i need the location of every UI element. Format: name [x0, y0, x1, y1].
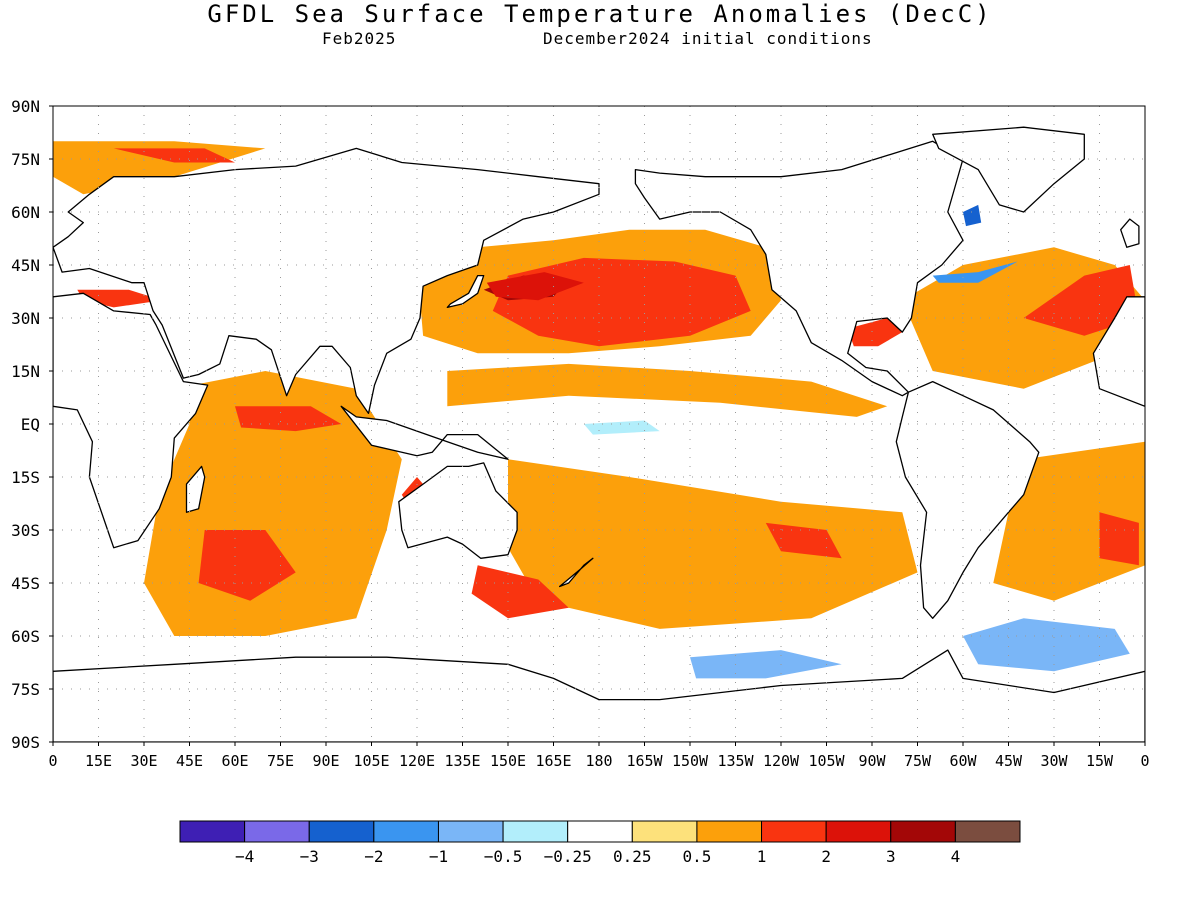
lat-label: 30N: [11, 309, 40, 328]
anomaly-region-14: [471, 565, 569, 619]
forecast-month: Feb2025: [322, 29, 397, 48]
lon-label: 165W: [626, 752, 663, 770]
colorbar-swatch: [761, 820, 827, 843]
land-japan: [446, 274, 485, 309]
lat-label: 75N: [11, 150, 40, 169]
colorbar-tick-label: −0.5: [484, 847, 523, 866]
lon-label: 135E: [444, 752, 480, 770]
lat-label: 60S: [11, 627, 40, 646]
anomaly-region-7: [508, 459, 918, 629]
land-new-zealand: [558, 557, 594, 588]
grid-layer: [53, 106, 1145, 742]
lat-label: 90N: [11, 97, 40, 116]
lat-label: 30S: [11, 521, 40, 540]
land-australia: [398, 462, 518, 559]
map-title: GFDL Sea Surface Temperature Anomalies (…: [207, 0, 993, 28]
anomaly-region-19: [963, 204, 982, 227]
lat-label: 15S: [11, 468, 40, 487]
anomaly-region-9: [690, 650, 842, 679]
colorbar-tick-label: −2: [364, 847, 383, 866]
land-africa-west: [1092, 296, 1145, 407]
colorbar-tick-label: −0.25: [544, 847, 592, 866]
anomaly-region-12: [235, 406, 342, 432]
colorbar-swatch: [502, 820, 569, 843]
lon-label: 15W: [1086, 752, 1114, 770]
lat-label: 90S: [11, 733, 40, 752]
colorbar-swatch: [696, 820, 763, 843]
lon-label: 30E: [130, 752, 157, 770]
anomaly-region-20: [993, 441, 1145, 601]
colorbar-tick-label: 3: [886, 847, 896, 866]
colorbar-swatch: [308, 820, 375, 843]
lon-label: 135W: [717, 752, 754, 770]
colorbar-swatch: [567, 820, 633, 843]
lon-label: 150W: [672, 752, 709, 770]
land-africa: [53, 292, 209, 549]
colorbar-tick-label: −1: [429, 847, 448, 866]
anomaly-layer: [53, 141, 1145, 679]
land-uk: [1120, 218, 1140, 248]
lat-label: 60N: [11, 203, 40, 222]
lon-label: 180: [585, 752, 612, 770]
anomaly-region-3: [486, 272, 584, 301]
colorbar-swatch: [954, 820, 1021, 843]
colorbar-tick-label: −3: [300, 847, 319, 866]
colorbar-tick-label: 4: [951, 847, 961, 866]
colorbar-swatch: [825, 820, 892, 843]
latitude-axis: 90N 75N 60N 45N 30N 15N EQ 15S 30S 45S 60S 75S 90S: [11, 97, 53, 752]
lon-label: 0: [1140, 752, 1149, 770]
anomaly-region-18: [932, 261, 1018, 283]
lon-label: 0: [48, 752, 57, 770]
lon-label: 120E: [399, 752, 435, 770]
anomaly-region-11: [198, 530, 296, 601]
lon-label: 165E: [535, 752, 571, 770]
lon-label: 90E: [312, 752, 339, 770]
anomaly-region-22: [963, 618, 1130, 672]
lon-label: 75W: [904, 752, 932, 770]
longitude-axis: 0 15E 30E 45E 60E 75E 90E 105E 120E 135E 150E 165E 1…: [48, 742, 1150, 770]
colorbar: −4 −3 −2 −1 −0.5 −0.25 0.25 0.5 1 2 3 4: [179, 820, 1021, 866]
lon-label: 60E: [221, 752, 248, 770]
lon-label: 30W: [1040, 752, 1068, 770]
lat-label: 75S: [11, 680, 40, 699]
anomaly-region-17: [847, 318, 903, 347]
colorbar-swatch: [244, 820, 310, 843]
lon-label: 15E: [85, 752, 112, 770]
lon-label: 45E: [176, 752, 203, 770]
colorbar-tick-label: 1: [757, 847, 767, 866]
lat-label: 45S: [11, 574, 40, 593]
anomaly-region-21: [1099, 512, 1139, 566]
lon-label: 75E: [267, 752, 294, 770]
lon-label: 60W: [949, 752, 977, 770]
lon-label: 45W: [995, 752, 1023, 770]
lon-label: 105E: [353, 752, 389, 770]
initial-conditions: December2024 initial conditions: [543, 29, 873, 48]
lon-label: 105W: [808, 752, 845, 770]
lat-label: EQ: [21, 415, 40, 434]
colorbar-tick-label: 2: [821, 847, 831, 866]
lat-label: 45N: [11, 256, 40, 275]
lat-label: 15N: [11, 362, 40, 381]
colorbar-swatch: [437, 820, 504, 843]
colorbar-swatch: [373, 820, 439, 843]
land-madagascar: [185, 465, 206, 513]
anomaly-region-8: [765, 522, 842, 559]
colorbar-swatch: [179, 820, 246, 843]
colorbar-swatch: [890, 820, 956, 843]
colorbar-tick-label: 0.5: [682, 847, 711, 866]
lon-label: 90W: [858, 752, 886, 770]
colorbar-tick-label: 0.25: [613, 847, 652, 866]
anomaly-region-4: [447, 363, 888, 417]
colorbar-tick-label: −4: [235, 847, 254, 866]
land-south-america: [895, 380, 1040, 619]
lon-label: 150E: [490, 752, 526, 770]
lon-label: 120W: [763, 752, 800, 770]
colorbar-swatch: [631, 820, 698, 843]
land-indonesia: [340, 405, 509, 460]
